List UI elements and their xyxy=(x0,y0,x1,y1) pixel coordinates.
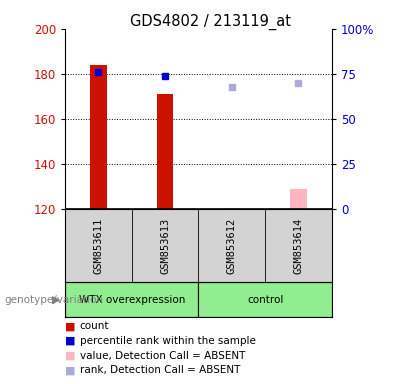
Text: control: control xyxy=(247,295,284,305)
Text: GSM853614: GSM853614 xyxy=(294,218,304,274)
Bar xyxy=(157,94,173,209)
Text: count: count xyxy=(80,321,109,331)
Text: percentile rank within the sample: percentile rank within the sample xyxy=(80,336,256,346)
Text: WTX overexpression: WTX overexpression xyxy=(79,295,185,305)
Bar xyxy=(290,189,307,209)
Text: ■: ■ xyxy=(65,321,76,331)
Bar xyxy=(223,208,240,209)
Text: ■: ■ xyxy=(65,336,76,346)
Text: GSM853612: GSM853612 xyxy=(227,218,237,274)
Text: ■: ■ xyxy=(65,365,76,375)
Text: GSM853613: GSM853613 xyxy=(160,218,170,274)
Text: genotype/variation: genotype/variation xyxy=(4,295,103,305)
Text: ▶: ▶ xyxy=(52,295,61,305)
Text: GSM853611: GSM853611 xyxy=(93,218,103,274)
Bar xyxy=(90,65,107,209)
Text: rank, Detection Call = ABSENT: rank, Detection Call = ABSENT xyxy=(80,365,240,375)
Text: GDS4802 / 213119_at: GDS4802 / 213119_at xyxy=(129,13,291,30)
Bar xyxy=(65,282,199,317)
Text: value, Detection Call = ABSENT: value, Detection Call = ABSENT xyxy=(80,351,245,361)
Text: ■: ■ xyxy=(65,351,76,361)
Bar xyxy=(199,282,332,317)
